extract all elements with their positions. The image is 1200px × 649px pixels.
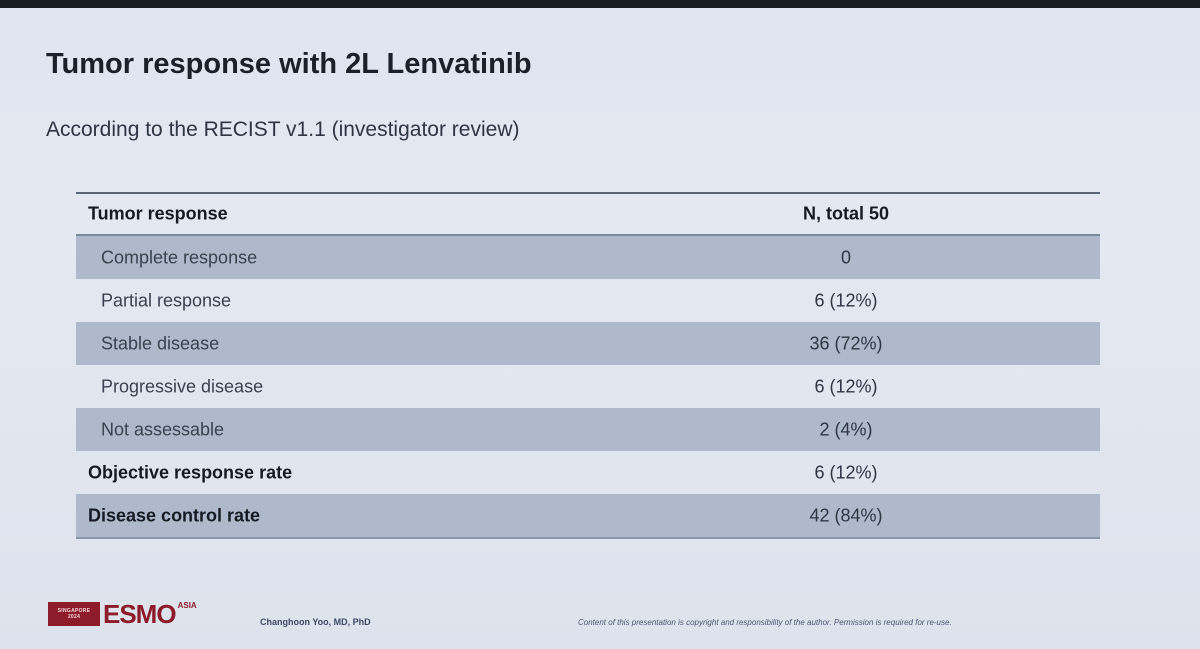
slide-subtitle: According to the RECIST v1.1 (investigat… xyxy=(46,118,520,141)
row-value: 6 (12%) xyxy=(814,376,878,396)
row-value: 36 (72%) xyxy=(809,333,883,353)
table-row-stable-disease: Stable disease 36 (72%) xyxy=(76,322,1100,365)
table-row-progressive-disease: Progressive disease 6 (12%) xyxy=(76,365,1100,408)
logo-badge-line1: SINGAPORE xyxy=(57,608,91,614)
logo-badge-line2: 2024 xyxy=(67,614,81,620)
footer-author: Changhoon Yoo, MD, PhD xyxy=(260,617,371,627)
row-label: Not assessable xyxy=(101,419,225,439)
table-header-row: Tumor response N, total 50 xyxy=(76,194,1100,234)
header-n-total: N, total 50 xyxy=(802,203,890,224)
row-label: Stable disease xyxy=(101,333,220,353)
row-value: 6 (12%) xyxy=(814,290,878,310)
logo-region: ASIA xyxy=(177,601,197,610)
footer-copyright: Content of this presentation is copyrigh… xyxy=(578,618,952,627)
table-row-not-assessable: Not assessable 2 (4%) xyxy=(76,408,1100,451)
header-tumor-response: Tumor response xyxy=(88,203,228,224)
row-value: 2 (4%) xyxy=(819,419,873,439)
esmo-asia-logo: SINGAPORE 2024 ESMO ASIA xyxy=(48,599,197,629)
table-row-partial-response: Partial response 6 (12%) xyxy=(76,279,1100,322)
row-label: Disease control rate xyxy=(88,505,261,525)
table-row-complete-response: Complete response 0 xyxy=(76,236,1100,279)
slide-title: Tumor response with 2L Lenvatinib xyxy=(46,48,532,80)
row-label: Objective response rate xyxy=(88,462,293,482)
table-top-rule xyxy=(76,192,1100,194)
tumor-response-table: Tumor response N, total 50 Complete resp… xyxy=(76,192,1100,539)
presentation-slide: Tumor response with 2L Lenvatinib Accord… xyxy=(0,8,1200,649)
logo-wordmark: ESMO xyxy=(103,599,177,629)
logo-badge: SINGAPORE 2024 xyxy=(48,602,100,626)
row-value: 0 xyxy=(840,247,851,267)
table-header-rule xyxy=(76,234,1100,236)
row-label: Complete response xyxy=(101,247,258,267)
row-value: 6 (12%) xyxy=(814,462,878,482)
row-label: Partial response xyxy=(101,290,232,310)
row-label: Progressive disease xyxy=(101,376,264,396)
table-row-objective-response-rate: Objective response rate 6 (12%) xyxy=(76,451,1100,494)
table-row-disease-control-rate: Disease control rate 42 (84%) xyxy=(76,494,1100,537)
row-value: 42 (84%) xyxy=(809,505,883,525)
table-bottom-rule xyxy=(76,537,1100,539)
